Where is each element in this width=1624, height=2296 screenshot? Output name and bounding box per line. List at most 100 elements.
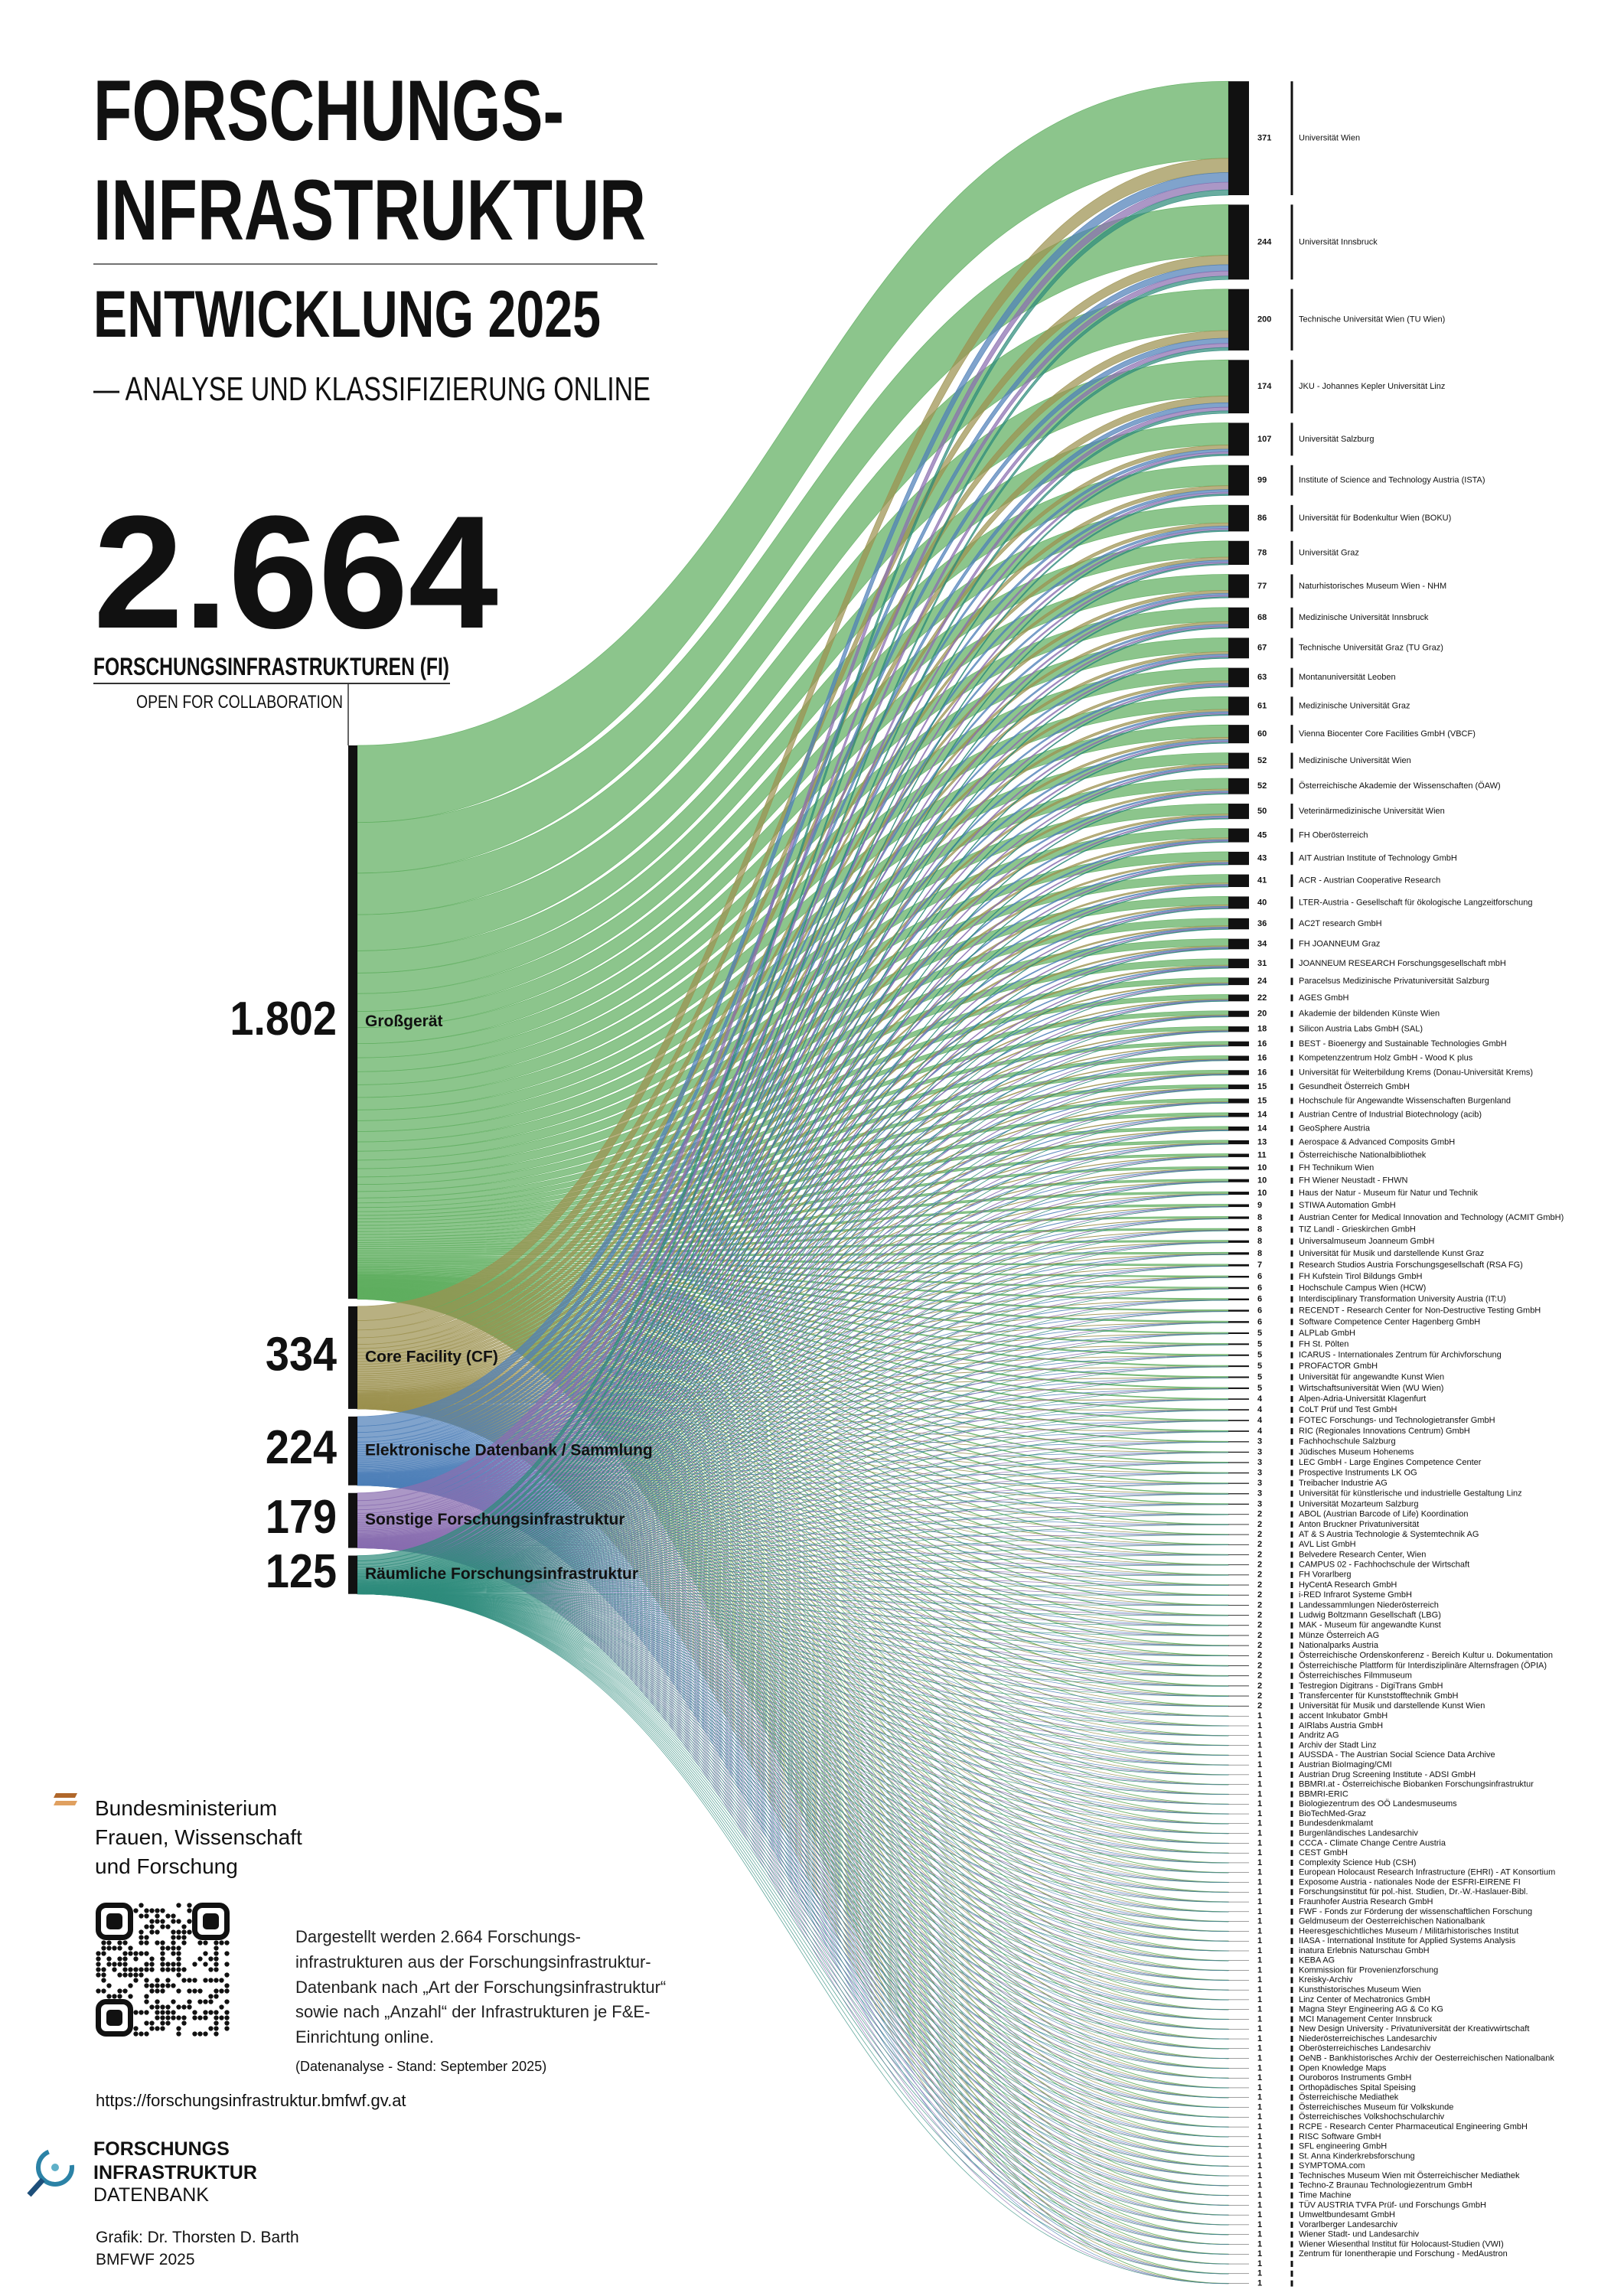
- target-label: CEST GmbH: [1299, 1848, 1348, 1857]
- target-label: Medizinische Universität Innsbruck: [1299, 613, 1429, 622]
- target-label: LEC GmbH - Large Engines Competence Cent…: [1299, 1458, 1482, 1467]
- credit: BMFWF 2025: [96, 2251, 195, 2268]
- target-label: ALPLab GmbH: [1299, 1329, 1355, 1338]
- flow: [357, 1593, 1229, 2108]
- target-label: Research Studios Austria Forschungsgesel…: [1299, 1261, 1523, 1270]
- qr-dot: [112, 1945, 117, 1951]
- target-label: RIC (Regionales Innovations Centrum) Gmb…: [1299, 1427, 1470, 1436]
- flow: [357, 1593, 1229, 2138]
- qr-dot: [181, 2004, 187, 2010]
- qr-dot: [106, 1945, 112, 1951]
- target-value: 18: [1257, 1025, 1267, 1034]
- target-value: 2: [1257, 1540, 1262, 1549]
- flow: [357, 1593, 1229, 2001]
- target-value: 1: [1257, 2044, 1262, 2053]
- target-label: ICARUS - Internationales Zentrum für Arc…: [1299, 1351, 1502, 1360]
- target-label: European Holocaust Research Infrastructu…: [1299, 1868, 1555, 1877]
- target-bar: [1228, 1462, 1249, 1463]
- qr-dot: [181, 1940, 187, 1945]
- target-bar: [1228, 1055, 1249, 1061]
- qr-code[interactable]: [96, 1903, 230, 2037]
- target-value: 1: [1257, 2024, 1262, 2033]
- qr-dot: [219, 2004, 224, 2010]
- flow: [357, 1031, 1229, 1589]
- flow: [357, 1388, 1229, 1593]
- target-value: 5: [1257, 1384, 1262, 1393]
- target-value: 2: [1257, 1530, 1262, 1539]
- target-value: 2: [1257, 1691, 1262, 1701]
- target-value: 8: [1257, 1237, 1262, 1246]
- qr-dot: [176, 2004, 181, 2010]
- qr-dot: [187, 1919, 192, 1924]
- qr-dot: [197, 2031, 203, 2037]
- target-label: Österreichische Ordenskonferenz - Bereic…: [1299, 1651, 1553, 1660]
- target-value: 1: [1257, 1946, 1262, 1955]
- target-label: FH Oberösterreich: [1299, 830, 1368, 840]
- flow: [357, 627, 1229, 1578]
- qr-dot: [144, 1983, 149, 1988]
- qr-dot: [139, 2031, 144, 2037]
- qr-dot: [181, 2020, 187, 2026]
- flow: [357, 1593, 1229, 1786]
- qr-dot: [160, 2015, 165, 2020]
- flow: [357, 1547, 1229, 2187]
- target-value: 3: [1257, 1499, 1262, 1508]
- qr-dot: [224, 2020, 230, 2026]
- target-value: 1: [1257, 1985, 1262, 1994]
- qr-dot: [203, 1940, 208, 1945]
- target-value: 10: [1257, 1176, 1267, 1186]
- target-bar: [1228, 1441, 1249, 1443]
- target-label: Complexity Science Hub (CSH): [1299, 1858, 1416, 1867]
- target-bar: [1228, 1276, 1249, 1278]
- target-value: 1: [1257, 2220, 1262, 2229]
- target-label: BEST - Bioenergy and Sustainable Technol…: [1299, 1039, 1507, 1049]
- target-bar: [1228, 81, 1249, 196]
- flow: [357, 1075, 1229, 1590]
- qr-dot: [155, 1983, 160, 1988]
- target-bar: [1228, 1645, 1249, 1646]
- qr-dot: [106, 1940, 112, 1945]
- subtitle: ENTWICKLUNG 2025: [93, 278, 601, 351]
- qr-dot: [117, 1994, 122, 1999]
- qr-dot: [165, 1967, 171, 1972]
- target-value: 1: [1257, 2279, 1262, 2288]
- target-value: 8: [1257, 1213, 1262, 1222]
- qr-dot: [117, 1988, 122, 1994]
- category-label: Großgerät: [365, 1013, 443, 1030]
- target-label: Technische Universität Wien (TU Wien): [1299, 315, 1445, 325]
- target-value: 20: [1257, 1009, 1267, 1019]
- target-label: LTER-Austria - Gesellschaft für ökologis…: [1299, 898, 1533, 907]
- qr-dot: [155, 2026, 160, 2031]
- qr-dot: [171, 1945, 176, 1951]
- qr-finder: [106, 2010, 122, 2026]
- target-label: JOANNEUM RESEARCH Forschungsgesellschaft…: [1299, 959, 1506, 968]
- category-value: 179: [266, 1491, 337, 1543]
- target-value: 4: [1257, 1416, 1263, 1425]
- target-bar: [1228, 1376, 1249, 1378]
- category-bar: [348, 1492, 357, 1548]
- target-value: 2: [1257, 1641, 1262, 1650]
- target-bar: [1228, 1252, 1249, 1255]
- target-value: 6: [1257, 1306, 1262, 1315]
- qr-dot: [144, 1962, 149, 1967]
- qr-dot: [96, 1988, 101, 1994]
- target-bar: [1228, 1354, 1249, 1356]
- flow: [357, 1593, 1229, 1932]
- target-bar: [1228, 828, 1249, 843]
- flow: [357, 1143, 1229, 1590]
- flow: [357, 1593, 1229, 2069]
- url[interactable]: https://forschungsinfrastruktur.bmfwf.gv…: [96, 2091, 406, 2110]
- qr-dot: [112, 1994, 117, 1999]
- target-value: 1: [1257, 1760, 1262, 1769]
- target-bar: [1228, 1544, 1249, 1545]
- qr-dot: [224, 2015, 230, 2020]
- qr-dot: [214, 1994, 219, 1999]
- target-label: Universalmuseum Joanneum GmbH: [1299, 1237, 1434, 1246]
- qr-dot: [101, 1972, 106, 1978]
- target-label: Universität für Musik und darstellende K…: [1299, 1249, 1484, 1258]
- target-label: AIT Austrian Institute of Technology Gmb…: [1299, 853, 1457, 863]
- qr-dot: [214, 1951, 219, 1956]
- target-label: Technische Universität Graz (TU Graz): [1299, 644, 1443, 653]
- flow: [357, 928, 1229, 1587]
- flow: [357, 1593, 1229, 1991]
